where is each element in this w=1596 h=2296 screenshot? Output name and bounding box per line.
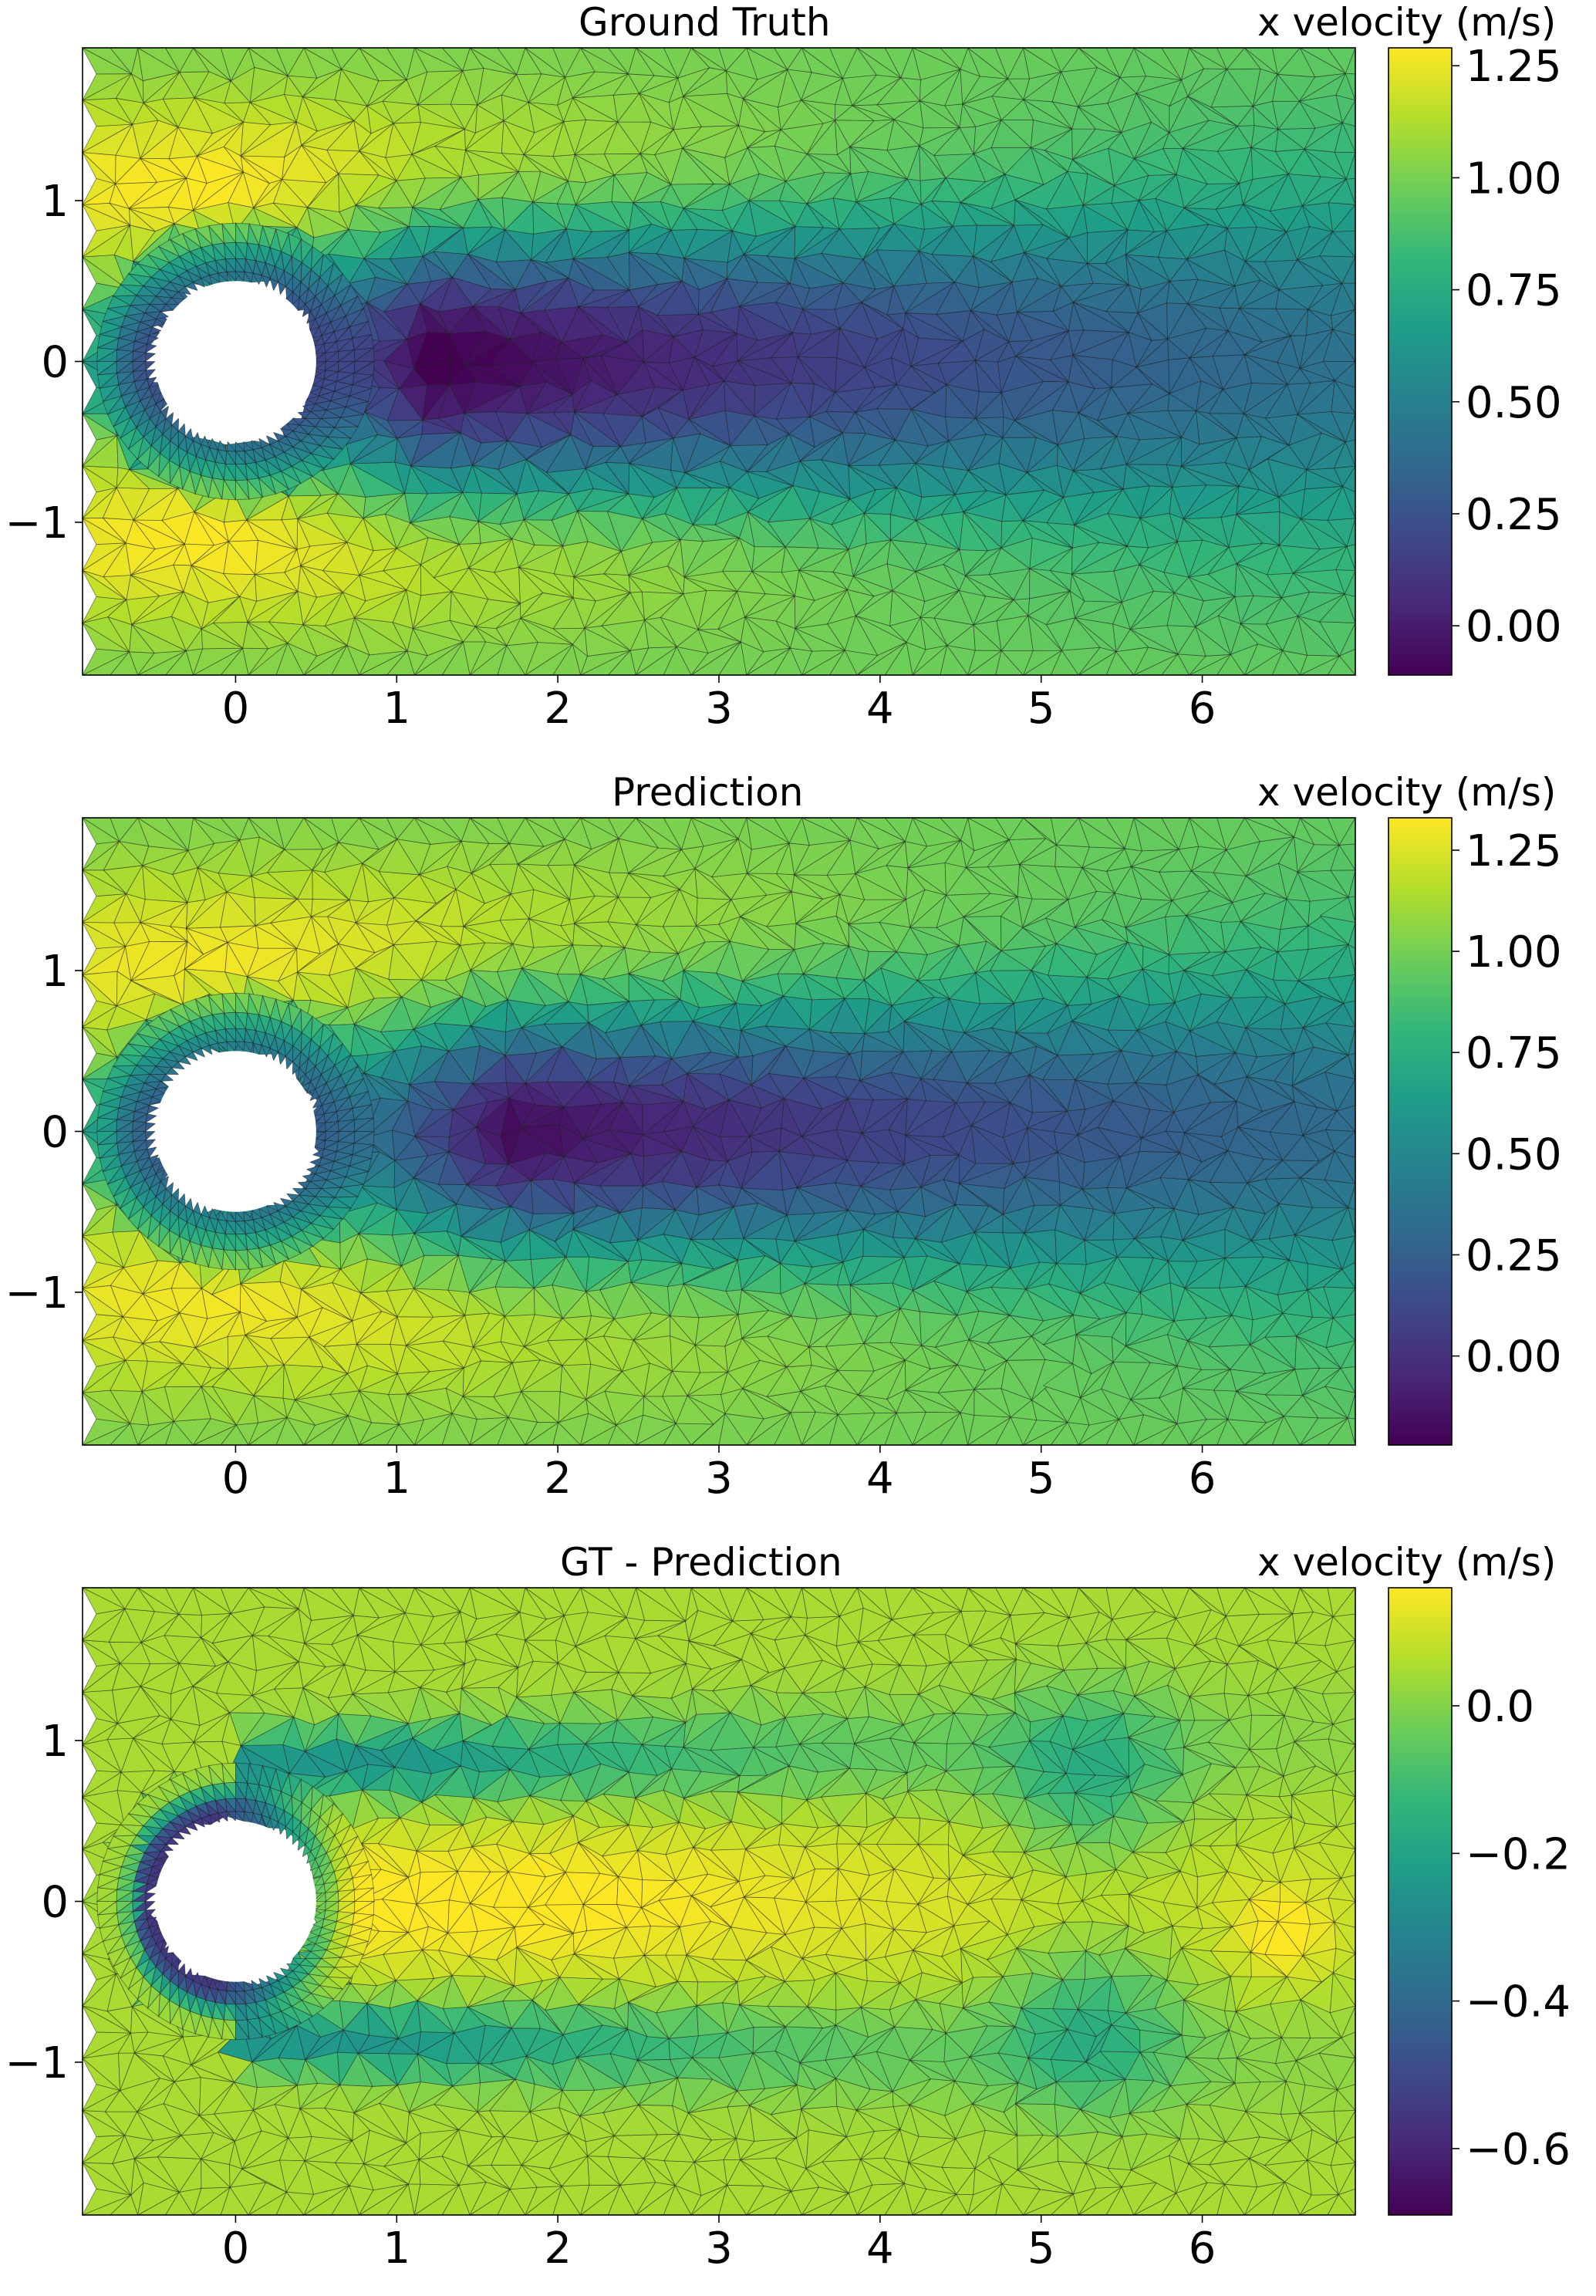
obstacle-cylinder bbox=[155, 281, 316, 441]
mesh-cell bbox=[146, 344, 157, 353]
y-tick-label: 1 bbox=[41, 177, 69, 227]
colorbar-tick-label: 1.00 bbox=[1466, 154, 1562, 204]
colorbar-tick-label: 0.00 bbox=[1466, 602, 1562, 652]
colorbar-tick-label: 1.25 bbox=[1466, 42, 1562, 92]
x-tick-label: 1 bbox=[383, 684, 410, 734]
y-tick-label: −1 bbox=[5, 498, 69, 549]
mesh-cell bbox=[146, 353, 156, 361]
y-tick-label: 0 bbox=[41, 338, 69, 388]
colorbar-tick-label: 0.25 bbox=[1466, 490, 1562, 540]
colorbar-tick-label: 0.75 bbox=[1466, 266, 1562, 316]
colorbar-tick-label: 0.50 bbox=[1466, 378, 1562, 428]
mesh-cell bbox=[146, 362, 156, 370]
x-tick-label: 6 bbox=[1189, 684, 1216, 734]
heatmap-plot: 0 1 2 3 4 5 6 1 0 −1 0.00 0.25 0.50 0.75 1.00 1.25 bbox=[0, 0, 1596, 756]
colorbar bbox=[1388, 48, 1452, 675]
x-tick-label: 0 bbox=[222, 684, 250, 734]
x-tick-label: 2 bbox=[544, 684, 572, 734]
mesh-cell bbox=[146, 1114, 157, 1123]
mesh-cell bbox=[146, 1123, 156, 1131]
x-tick-label: 3 bbox=[705, 684, 733, 734]
mesh-cell bbox=[146, 1132, 156, 1140]
x-tick-label: 4 bbox=[866, 684, 894, 734]
x-tick-label: 5 bbox=[1027, 684, 1055, 734]
